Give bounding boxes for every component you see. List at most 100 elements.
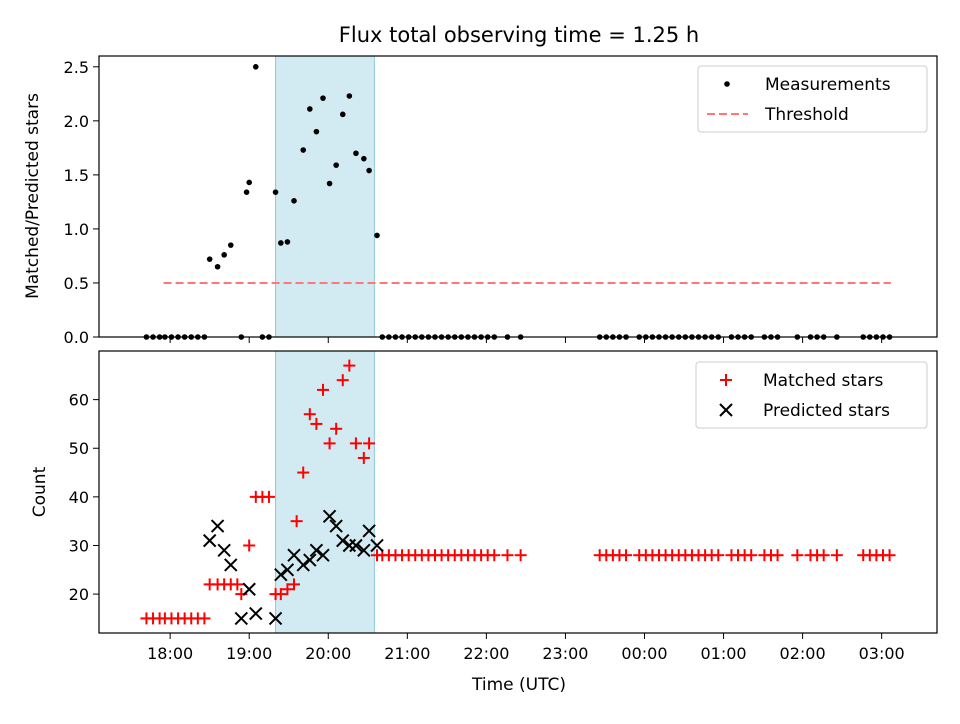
x-tick-label: 22:00 (463, 644, 509, 663)
data-point-matched (316, 383, 329, 396)
data-point-matched (281, 583, 294, 596)
data-point-measurement (374, 232, 380, 239)
data-point-measurement (346, 93, 353, 99)
data-point-measurement (326, 180, 333, 187)
data-point-measurement (353, 150, 359, 157)
x-tick-label: 20:00 (305, 644, 351, 663)
legend-marker-matched (720, 374, 732, 386)
chart-title: Flux total observing time = 1.25 h (339, 23, 699, 47)
x-tick-label: 03:00 (859, 644, 905, 663)
observing-window-span (275, 56, 375, 337)
data-point-measurement (206, 256, 213, 262)
data-point-matched (243, 539, 256, 552)
x-axis-label: Time (UTC) (471, 675, 566, 695)
plot-frame (98, 350, 938, 634)
top-legend: Measurements Threshold (697, 65, 928, 133)
data-point-predicted (268, 611, 283, 626)
data-point-matched (817, 549, 830, 562)
data-point-matched (745, 549, 758, 562)
data-point-predicted (309, 543, 324, 558)
bottom-legend: Matched stars Predicted stars (695, 361, 928, 429)
y-tick-label: 60 (69, 391, 89, 410)
legend-label-predicted: Predicted stars (763, 401, 890, 421)
data-point-matched (883, 549, 896, 562)
x-tick-label: 02:00 (780, 644, 826, 663)
data-point-predicted (316, 548, 330, 562)
data-point-predicted (224, 558, 238, 572)
data-point-matched (323, 437, 336, 450)
data-point-predicted (210, 519, 225, 533)
data-point-matched (303, 408, 316, 421)
data-point-matched (336, 374, 349, 387)
data-point-predicted (303, 553, 317, 567)
y-tick-label: 2.0 (64, 112, 89, 131)
data-point-predicted (349, 538, 363, 553)
y-tick-label: 40 (69, 488, 89, 507)
x-tick-label: 18:00 (147, 644, 193, 663)
observing-window-span (275, 351, 375, 633)
legend-label-threshold: Threshold (764, 105, 849, 125)
data-point-measurement (361, 155, 367, 162)
data-point-matched (274, 588, 287, 601)
data-point-matched (343, 359, 356, 372)
data-point-measurement (243, 189, 250, 195)
data-point-matched (349, 437, 362, 450)
x-tick-label: 01:00 (700, 644, 746, 663)
data-point-measurement (246, 179, 253, 186)
data-point-predicted (336, 533, 350, 548)
data-point-measurement (278, 240, 284, 246)
data-point-measurement (284, 239, 291, 245)
data-point-predicted (242, 582, 256, 596)
y-tick-label: 1.0 (64, 220, 89, 239)
data-point-measurement (272, 189, 279, 195)
data-point-matched (310, 417, 323, 430)
data-point-measurement (320, 95, 326, 101)
y-tick-label: 0.0 (64, 328, 89, 347)
data-point-predicted (362, 524, 376, 538)
data-point-predicted (202, 533, 217, 548)
data-point-predicted (280, 563, 295, 577)
data-point-predicted (370, 538, 384, 553)
bottom-y-axis-label: Count (30, 466, 50, 517)
data-point-measurement (313, 128, 320, 135)
y-tick-label: 2.5 (64, 58, 89, 77)
top-panel-ratio-plot: 0.0 0.5 1.0 1.5 2.0 2.5 (64, 55, 938, 347)
data-point-measurement (300, 147, 307, 153)
data-point-measurement (307, 106, 313, 112)
data-point-measurement (291, 198, 297, 204)
data-point-predicted (234, 611, 249, 626)
data-point-predicted (249, 606, 263, 621)
data-point-matched (198, 612, 211, 625)
y-tick-label: 50 (69, 439, 89, 458)
data-point-matched (262, 490, 275, 503)
data-point-matched (231, 578, 244, 591)
data-point-matched (330, 422, 343, 435)
data-point-matched (290, 515, 303, 528)
data-point-matched (297, 466, 310, 479)
data-point-matched (357, 451, 370, 464)
data-point-matched (514, 549, 527, 562)
data-point-measurement (214, 263, 221, 270)
y-tick-label: 20 (69, 585, 89, 604)
data-point-measurement (221, 252, 227, 258)
data-point-matched (288, 578, 301, 591)
x-tick-label: 19:00 (226, 644, 272, 663)
data-point-predicted (357, 543, 371, 558)
y-tick-label: 1.5 (64, 166, 89, 185)
data-point-matched (501, 549, 514, 562)
data-point-predicted (274, 567, 288, 582)
legend-label-measurements: Measurements (765, 75, 891, 95)
legend-marker-predicted (719, 403, 733, 417)
bottom-panel-count-plot: 20 30 40 50 60 18:00 19:00 20:00 21:00 22:00 23:00… (69, 350, 938, 663)
data-point-matched (791, 549, 804, 562)
data-point-measurement (252, 64, 259, 70)
data-point-measurement (339, 111, 346, 118)
data-point-matched (712, 549, 725, 562)
data-point-measurement (333, 162, 339, 168)
y-tick-label: 30 (69, 536, 89, 555)
legend-label-matched: Matched stars (763, 371, 883, 391)
data-point-matched (488, 549, 501, 562)
data-point-matched (363, 437, 376, 450)
data-point-predicted (296, 558, 310, 572)
